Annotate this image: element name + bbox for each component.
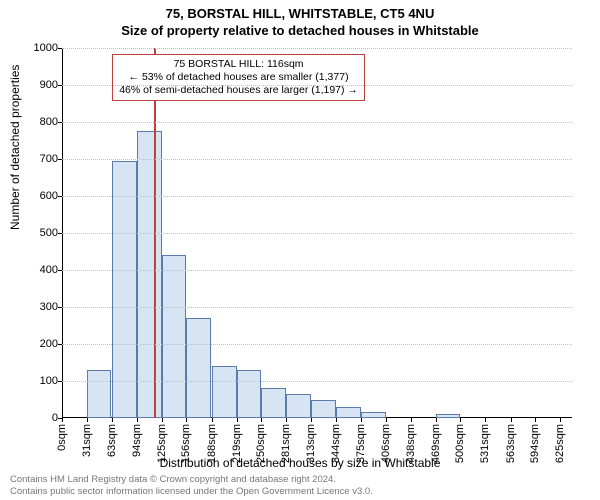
gridline (62, 159, 572, 160)
histogram-bar (436, 414, 461, 418)
ytick-label: 600 (18, 190, 58, 202)
gridline (62, 48, 572, 49)
histogram-bar (87, 370, 112, 418)
callout-line-smaller: ← 53% of detached houses are smaller (1,… (119, 71, 358, 84)
histogram-bar (237, 370, 262, 418)
xtick-mark (186, 418, 187, 422)
gridline (62, 85, 572, 86)
callout-box: 75 BORSTAL HILL: 116sqm ← 53% of detache… (112, 54, 365, 101)
gridline (62, 381, 572, 382)
ytick-label: 500 (18, 227, 58, 239)
xtick-mark (212, 418, 213, 422)
xtick-mark (261, 418, 262, 422)
ytick-label: 900 (18, 79, 58, 91)
chart-title-subtitle: Size of property relative to detached ho… (0, 23, 600, 38)
xtick-mark (112, 418, 113, 422)
gridline (62, 344, 572, 345)
ytick-label: 100 (18, 375, 58, 387)
xtick-mark (137, 418, 138, 422)
ytick-mark (58, 48, 62, 49)
histogram-bar (137, 131, 162, 418)
histogram-bar (212, 366, 237, 418)
chart-container: 75, BORSTAL HILL, WHITSTABLE, CT5 4NU Si… (0, 0, 600, 500)
xtick-label: 0sqm (56, 424, 68, 451)
ytick-mark (58, 307, 62, 308)
xtick-mark (511, 418, 512, 422)
xtick-label: 63sqm (106, 424, 118, 457)
histogram-bar (261, 388, 286, 418)
ytick-label: 200 (18, 338, 58, 350)
callout-line-title: 75 BORSTAL HILL: 116sqm (119, 58, 358, 71)
footer-attribution: Contains HM Land Registry data © Crown c… (10, 474, 373, 497)
histogram-bar (186, 318, 211, 418)
ytick-mark (58, 344, 62, 345)
ytick-mark (58, 233, 62, 234)
ytick-mark (58, 196, 62, 197)
xtick-mark (411, 418, 412, 422)
xtick-mark (535, 418, 536, 422)
xtick-mark (386, 418, 387, 422)
gridline (62, 196, 572, 197)
histogram-bar (286, 394, 311, 418)
xtick-mark (87, 418, 88, 422)
histogram-bar (311, 400, 336, 419)
histogram-bar (336, 407, 361, 418)
ytick-label: 300 (18, 301, 58, 313)
xtick-mark (336, 418, 337, 422)
ytick-label: 0 (18, 412, 58, 424)
histogram-bar (162, 255, 187, 418)
gridline (62, 233, 572, 234)
chart-title-address: 75, BORSTAL HILL, WHITSTABLE, CT5 4NU (0, 0, 600, 21)
ytick-mark (58, 122, 62, 123)
footer-line1: Contains HM Land Registry data © Crown c… (10, 474, 373, 485)
x-axis-label: Distribution of detached houses by size … (0, 456, 600, 470)
ytick-label: 800 (18, 116, 58, 128)
xtick-mark (162, 418, 163, 422)
histogram-bar (112, 161, 137, 418)
xtick-mark (237, 418, 238, 422)
ytick-mark (58, 159, 62, 160)
footer-line2: Contains public sector information licen… (10, 486, 373, 497)
gridline (62, 270, 572, 271)
xtick-mark (560, 418, 561, 422)
xtick-mark (286, 418, 287, 422)
xtick-mark (311, 418, 312, 422)
ytick-label: 700 (18, 153, 58, 165)
ytick-label: 400 (18, 264, 58, 276)
histogram-bar (361, 412, 386, 418)
xtick-mark (460, 418, 461, 422)
gridline (62, 307, 572, 308)
xtick-mark (62, 418, 63, 422)
plot-area: 75 BORSTAL HILL: 116sqm ← 53% of detache… (62, 48, 572, 418)
xtick-label: 94sqm (131, 424, 143, 457)
ytick-mark (58, 85, 62, 86)
xtick-mark (485, 418, 486, 422)
ytick-mark (58, 270, 62, 271)
callout-line-larger: 46% of semi-detached houses are larger (… (119, 84, 358, 97)
xtick-label: 31sqm (81, 424, 93, 457)
ytick-mark (58, 381, 62, 382)
ytick-label: 1000 (18, 42, 58, 54)
gridline (62, 122, 572, 123)
xtick-mark (361, 418, 362, 422)
xtick-mark (436, 418, 437, 422)
